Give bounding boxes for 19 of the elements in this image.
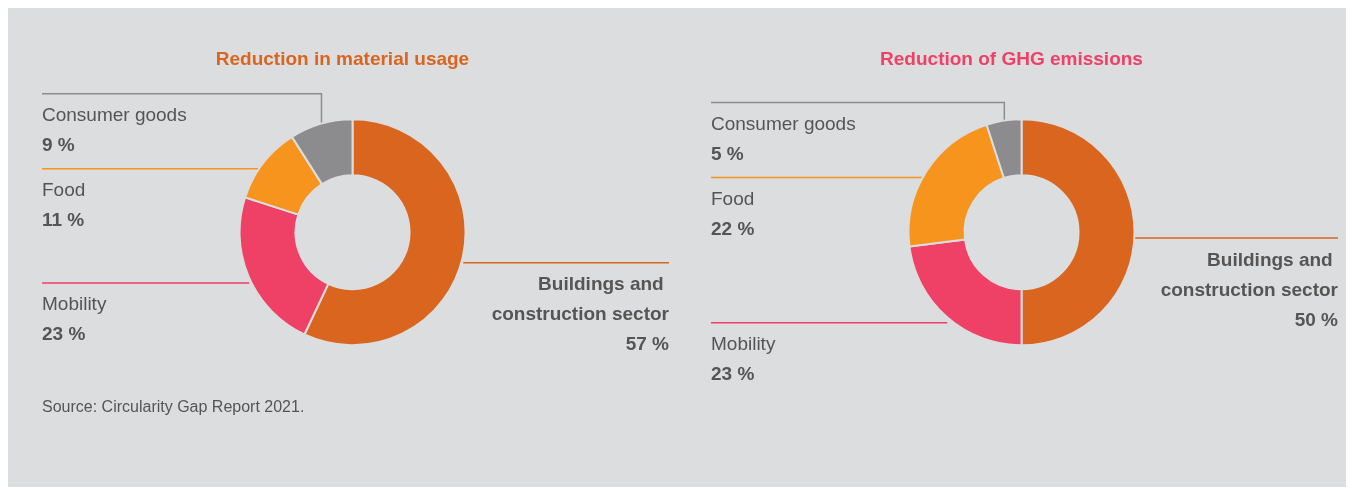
slice-label: Mobility — [711, 333, 776, 355]
data-label: 5 % — [711, 142, 744, 164]
slice-label: Mobility — [42, 293, 107, 315]
data-label: 57 % — [625, 333, 670, 355]
data-label: 50 % — [1294, 308, 1339, 330]
slice-label: Consumer goods — [42, 104, 187, 126]
slice-label: Consumer goods — [711, 112, 856, 134]
data-label: 11 % — [42, 209, 85, 231]
source-note: Source: Circularity Gap Report 2021. — [42, 398, 306, 416]
data-label: 23 % — [711, 363, 755, 385]
data-label: 23 % — [42, 323, 86, 345]
chart-title: Reduction of GHG emissions — [880, 48, 1143, 69]
slice-label: Food — [711, 187, 755, 209]
slice-label: Food — [42, 179, 86, 201]
data-label: 9 % — [42, 134, 75, 156]
data-label: 22 % — [711, 217, 755, 239]
slice-label: Buildings and construction sector — [1160, 248, 1339, 300]
chart-title: Reduction in material usage — [215, 48, 470, 69]
slice-label: Buildings and construction sector — [491, 273, 670, 325]
